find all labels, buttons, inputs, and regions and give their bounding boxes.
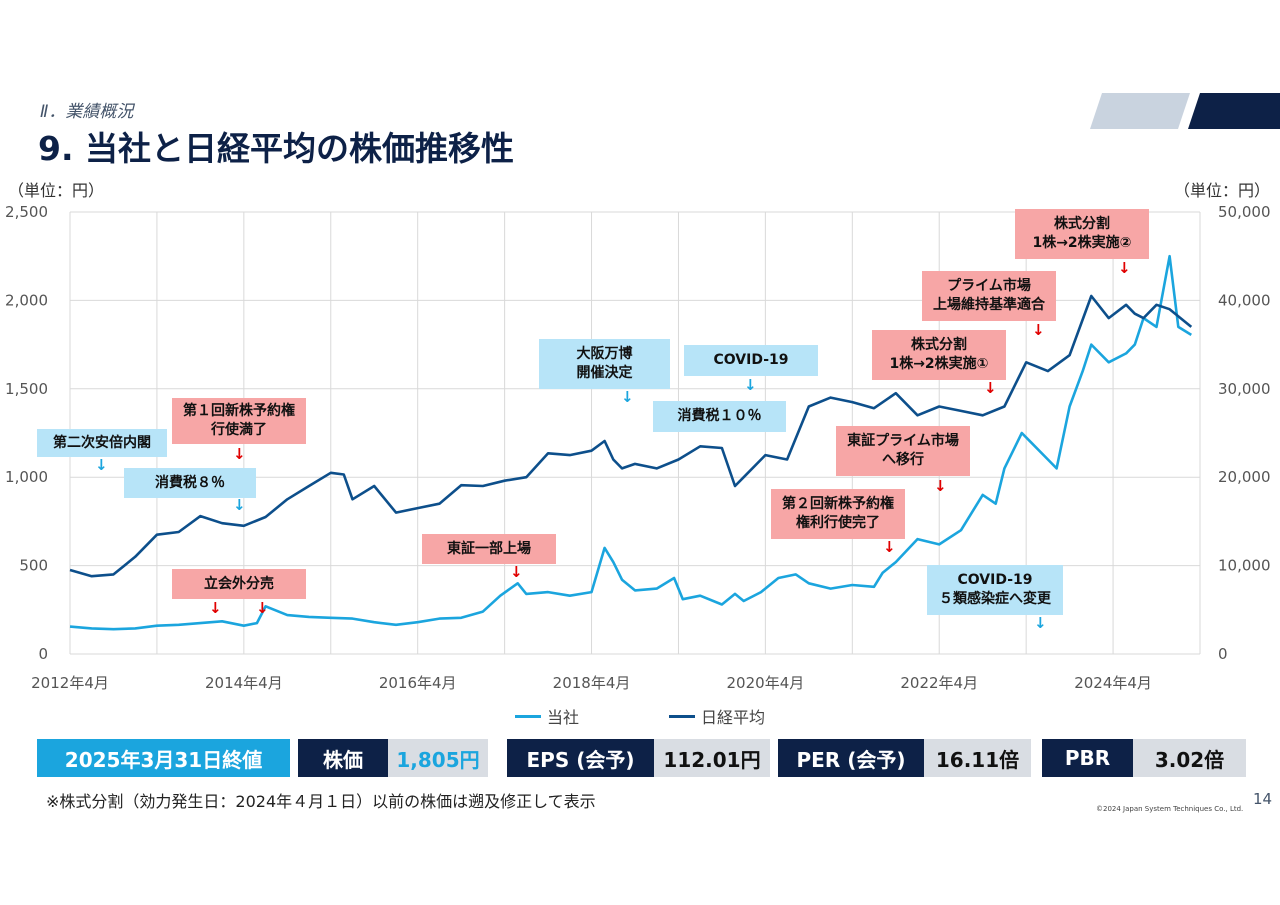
legend-item-company: 当社 — [514, 704, 579, 728]
annotation-tax10: 消費税１０％ — [653, 401, 786, 432]
annotation-prime-keep: プライム市場 上場維持基準適合 — [922, 271, 1056, 321]
arrow-down-icon: ↓ — [209, 599, 222, 617]
chart-lines — [69, 254, 1193, 631]
stats-date: 2025年3月31日終値 — [37, 739, 290, 777]
y-left-tick-label: 1,000 — [5, 468, 48, 486]
arrow-down-icon: ↓ — [233, 445, 246, 463]
stats-eps-value: 112.01円 — [654, 739, 770, 777]
chart-legend: 当社 日経平均 — [0, 704, 1280, 728]
y-left-tick-label: 500 — [19, 557, 48, 575]
stats-per-label: PER (会予) — [778, 739, 924, 777]
y-right-tick-label: 50,000 — [1218, 203, 1271, 221]
y-right-tick-label: 0 — [1218, 645, 1228, 663]
stats-eps-label: EPS (会予) — [507, 739, 654, 777]
x-tick-label: 2016年4月 — [379, 674, 457, 692]
y-right-tick-label: 30,000 — [1218, 380, 1271, 398]
annotation-split2: 株式分割 1株→2株実施② — [1015, 209, 1149, 259]
x-tick-label: 2018年4月 — [553, 674, 631, 692]
stats-per-value: 16.11倍 — [924, 739, 1031, 777]
annotation-covid: COVID-19 — [684, 345, 818, 376]
annotation-secondary: 立会外分売 — [172, 569, 306, 599]
annotation-prime-move: 東証プライム市場 へ移行 — [836, 426, 970, 476]
annotation-warrant2: 第２回新株予約権 権利行使完了 — [771, 489, 905, 539]
footnote: ※株式分割（効力発生日：2024年４月１日）以前の株価は遡及修正して表示 — [46, 792, 596, 811]
x-tick-label: 2012年4月 — [31, 674, 109, 692]
annotation-tax8: 消費税８％ — [124, 468, 256, 498]
arrow-down-icon: ↓ — [1032, 321, 1045, 339]
arrow-down-icon: ↓ — [233, 496, 246, 514]
stats-price-label: 株価 — [298, 739, 388, 777]
y-left-tick-label: 1,500 — [5, 380, 48, 398]
arrow-down-icon: ↓ — [1034, 614, 1047, 632]
arrow-down-icon: ↓ — [883, 538, 896, 556]
annotation-expo: 大阪万博 開催決定 — [539, 339, 670, 389]
annotation-split1: 株式分割 1株→2株実施① — [872, 330, 1006, 380]
stats-price-value: 1,805円 — [388, 739, 488, 777]
section-label: Ⅱ．業績概況 — [40, 102, 134, 122]
y-right-tick-label: 20,000 — [1218, 468, 1271, 486]
x-tick-label: 2022年4月 — [900, 674, 978, 692]
page-number: 14 — [1253, 790, 1273, 808]
legend-swatch-nikkei — [669, 714, 695, 718]
arrow-down-icon: ↓ — [510, 563, 523, 581]
series-line-company — [69, 254, 1192, 631]
legend-item-nikkei: 日経平均 — [669, 704, 765, 728]
annotation-warrant1: 第１回新株予約権 行使満了 — [172, 398, 306, 444]
x-tick-label: 2024年4月 — [1074, 674, 1152, 692]
legend-label: 当社 — [546, 708, 579, 727]
arrow-down-icon: ↓ — [984, 379, 997, 397]
annotation-abe: 第二次安倍内閣 — [37, 429, 167, 457]
arrow-down-icon: ↓ — [621, 388, 634, 406]
y-left-tick-label: 0 — [38, 645, 48, 663]
series-line-nikkei — [69, 294, 1193, 578]
y-left-tick-label: 2,000 — [5, 291, 48, 309]
y-right-tick-label: 10,000 — [1218, 557, 1271, 575]
stats-pbr-value: 3.02倍 — [1133, 739, 1246, 777]
y-left-tick-label: 2,500 — [5, 203, 48, 221]
page-title: 9. 当社と日経平均の株価推移性 — [38, 129, 514, 168]
unit-left: （単位：円） — [8, 181, 105, 200]
legend-label: 日経平均 — [701, 708, 766, 727]
arrow-down-icon: ↓ — [256, 599, 269, 617]
unit-right: （単位：円） — [1173, 181, 1270, 200]
stats-pbr-label: PBR — [1042, 739, 1133, 777]
annotation-tse1: 東証一部上場 — [422, 534, 556, 564]
arrow-down-icon: ↓ — [934, 477, 947, 495]
x-tick-label: 2020年4月 — [727, 674, 805, 692]
chart-axes: 0 0 500 10,000 1,000 20,000 1,500 30,000 2,000 40… — [5, 203, 1270, 692]
x-tick-label: 2014年4月 — [205, 674, 283, 692]
annotation-covid5: COVID-19 ５類感染症へ変更 — [927, 565, 1063, 615]
header-decoration — [1090, 93, 1280, 129]
legend-swatch-company — [514, 714, 541, 718]
arrow-down-icon: ↓ — [1118, 259, 1131, 277]
stock-chart: 0 0 500 10,000 1,000 20,000 1,500 30,000 2,000 40… — [5, 203, 1270, 692]
arrow-down-icon: ↓ — [95, 456, 108, 474]
arrow-down-icon: ↓ — [744, 376, 757, 394]
copyright: ©2024 Japan System Techniques Co., Ltd. — [1096, 805, 1244, 813]
y-right-tick-label: 40,000 — [1218, 291, 1271, 309]
